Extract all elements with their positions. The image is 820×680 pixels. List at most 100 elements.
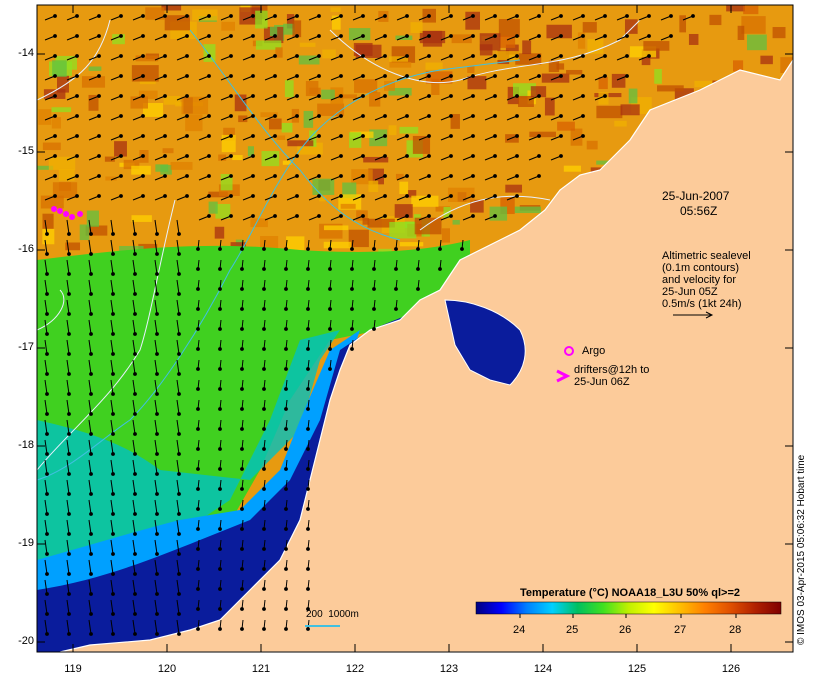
lon-label: 122 [345,663,365,675]
velocity-vector-head [45,432,49,436]
velocity-vector-head [240,327,244,331]
velocity-vector-head [493,174,497,178]
lat-label: -14 [18,47,34,59]
velocity-vector [88,339,92,355]
velocity-vector-head [177,332,181,336]
velocity-vector [154,559,158,575]
velocity-vector-head [111,232,115,236]
velocity-vector-head [306,247,310,251]
velocity-vector [176,339,180,355]
velocity-vector-head [339,74,343,78]
velocity-vector-head [163,114,167,118]
velocity-vector-head [405,34,409,38]
velocity-vector-head [328,307,332,311]
sst-patch [743,5,759,15]
velocity-vector-head [317,174,321,178]
velocity-vector-head [155,432,159,436]
velocity-vector [176,359,180,375]
velocity-vector-head [111,592,115,596]
velocity-vector-head [111,532,115,536]
sst-patch [58,168,75,181]
velocity-vector-head [383,154,387,158]
velocity-vector [110,299,114,315]
velocity-vector-head [75,114,79,118]
velocity-vector-head [45,232,49,236]
velocity-vector-head [284,367,288,371]
velocity-vector-head [262,347,266,351]
sst-patch [330,7,341,12]
velocity-vector-head [427,134,431,138]
velocity-vector-head [339,154,343,158]
velocity-vector-head [427,174,431,178]
velocity-vector-head [53,94,57,98]
velocity-vector-head [196,267,200,271]
velocity-vector [176,519,180,535]
velocity-vector-head [89,272,93,276]
velocity-vector-head [284,427,288,431]
velocity-vector-head [295,154,299,158]
sst-patch [388,125,397,136]
argo-label: Argo [582,345,606,357]
velocity-vector-head [67,552,71,556]
velocity-vector [88,499,92,515]
velocity-vector-head [67,412,71,416]
velocity-vector [66,399,70,415]
sst-field-lightblue [37,330,360,635]
sst-patch [411,195,439,207]
velocity-vector-head [185,194,189,198]
velocity-vector-head [262,247,266,251]
velocity-vector-head [240,387,244,391]
velocity-vector-head [306,607,310,611]
velocity-vector-head [317,34,321,38]
velocity-vector-head [284,247,288,251]
velocity-vector [44,539,48,555]
velocity-vector-head [119,114,123,118]
sst-patch [522,40,532,55]
velocity-vector-head [493,34,497,38]
velocity-vector [110,339,114,355]
velocity-vector-head [603,74,607,78]
sst-patch [737,25,745,41]
sst-patch [498,19,520,37]
velocity-vector-head [240,547,244,551]
velocity-vector-head [133,412,137,416]
velocity-vector-head [251,194,255,198]
velocity-vector-head [229,214,233,218]
velocity-vector [110,359,114,375]
velocity-vector-head [133,592,137,596]
velocity-vector-head [350,307,354,311]
velocity-vector-head [262,267,266,271]
sst-patch [214,226,225,239]
velocity-vector-head [295,214,299,218]
velocity-vector-head [141,194,145,198]
sst-patch [467,66,475,73]
velocity-vector-head [647,54,651,58]
velocity-vector-head [185,114,189,118]
velocity-vector-head [89,592,93,596]
sst-patch [112,34,125,45]
velocity-vector-head [251,94,255,98]
velocity-vector-head [111,452,115,456]
lat-label: -15 [18,145,34,157]
velocity-vector-head [559,134,563,138]
sst-patch [131,165,151,175]
sst-patch [104,156,115,162]
velocity-vector-head [273,54,277,58]
sst-patch [410,22,423,34]
velocity-vector [176,459,180,475]
sst-patch [407,190,417,198]
velocity-vector-head [427,14,431,18]
sst-patch [654,69,662,84]
velocity-vector-head [177,412,181,416]
velocity-vector-head [339,194,343,198]
velocity-vector-head [218,527,222,531]
sst-patch [452,219,460,225]
sst-patch [441,228,450,243]
map-frame [36,4,794,653]
velocity-vector-head [284,507,288,511]
velocity-vector-head [372,267,376,271]
velocity-vector-head [133,572,137,576]
velocity-vector-head [361,194,365,198]
velocity-vector-head [449,34,453,38]
velocity-vector-head [449,14,453,18]
